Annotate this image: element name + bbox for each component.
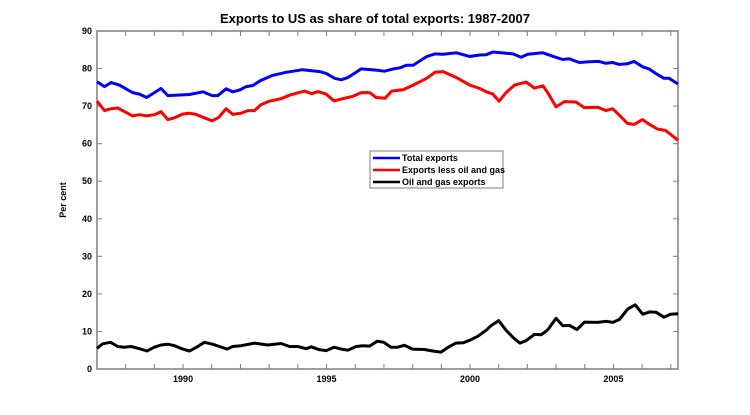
x-tick-label: 1995: [317, 374, 337, 384]
legend-label: Oil and gas exports: [402, 177, 486, 187]
legend: Total exports Exports less oil and gas Oil…: [369, 150, 505, 189]
y-tick-label: 50: [82, 176, 92, 186]
series-line-exports-less-oil-and-gas: [95, 70, 679, 142]
y-tick-label: 60: [82, 139, 92, 149]
plot-area: [96, 30, 679, 370]
y-tick-label: 20: [82, 289, 92, 299]
y-tick-label: 30: [82, 251, 92, 261]
y-tick-label: 90: [82, 26, 92, 36]
y-tick-label: 10: [82, 326, 92, 336]
series-line-oil-and-gas-exports: [96, 303, 679, 354]
chart-title: Exports to US as share of total exports:…: [220, 11, 530, 26]
y-tick-label: 80: [82, 64, 92, 74]
x-tick-label: 2000: [460, 374, 480, 384]
legend-label: Total exports: [402, 153, 458, 163]
y-axis-label: Per cent: [58, 182, 68, 218]
y-tick-label: 40: [82, 214, 92, 224]
x-tick-label: 2005: [603, 374, 623, 384]
y-tick-label: 0: [87, 364, 92, 374]
series-line-total-exports: [96, 50, 679, 99]
legend-label: Exports less oil and gas: [402, 165, 505, 175]
y-tick-label: 70: [82, 101, 92, 111]
x-tick-label: 1990: [173, 374, 193, 384]
